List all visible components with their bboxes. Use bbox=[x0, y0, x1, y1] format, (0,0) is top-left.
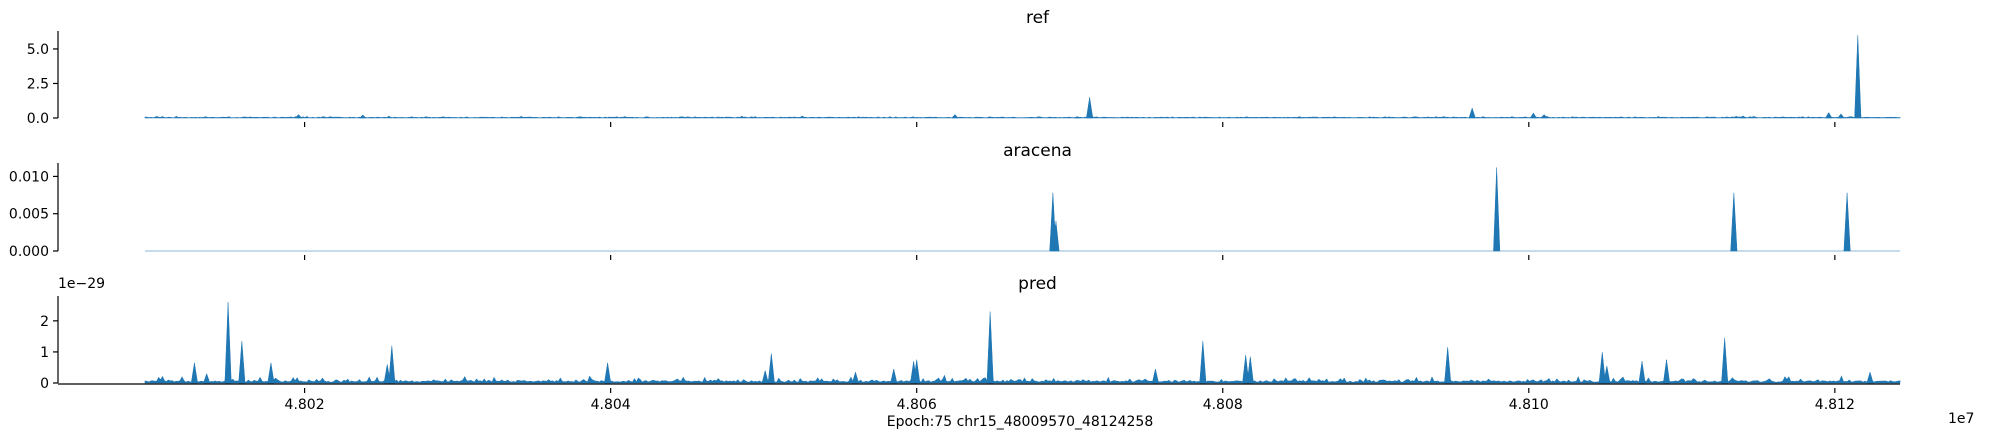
peak-mark bbox=[761, 370, 769, 384]
panel-ref: ref 0.0 2.5 5.0 bbox=[27, 8, 1901, 127]
peak-mark bbox=[1052, 221, 1060, 252]
y-tick-label: 0.010 bbox=[9, 169, 49, 185]
panel-title-pred: pred bbox=[1018, 274, 1057, 294]
y-tick-label: 0.005 bbox=[9, 207, 49, 223]
peak-mark bbox=[1246, 356, 1254, 384]
y-tick-label: 2 bbox=[40, 314, 49, 330]
x-tick-label: 4.806 bbox=[897, 397, 937, 413]
peak-mark bbox=[1843, 192, 1851, 252]
y-tick-label: 0 bbox=[40, 376, 49, 392]
peak-mark bbox=[383, 364, 391, 384]
y-tick-label: 2.5 bbox=[27, 76, 49, 92]
panel-title-aracena: aracena bbox=[1003, 141, 1072, 161]
peak-mark bbox=[767, 353, 775, 384]
peak-mark bbox=[224, 302, 232, 384]
x-tick-label: 4.812 bbox=[1815, 397, 1855, 413]
x-ticks-ref bbox=[304, 122, 1836, 127]
peak-mark bbox=[1086, 97, 1094, 119]
y-ticks-pred: 0 1 2 bbox=[40, 314, 58, 392]
peak-mark bbox=[986, 311, 994, 384]
peak-mark bbox=[1074, 116, 1081, 119]
y-tick-label: 1 bbox=[40, 345, 49, 361]
y-ticks-aracena: 0.000 0.005 0.010 bbox=[9, 169, 58, 260]
panel-aracena: aracena 0.000 0.005 0.010 bbox=[9, 141, 1900, 260]
x-tick-label: 4.802 bbox=[285, 397, 325, 413]
peak-mark bbox=[890, 368, 898, 384]
peak-mark bbox=[1603, 365, 1611, 384]
panel-pred: pred 1e−29 0 1 2 4.802 4.804 4.806 4.808 4.810… bbox=[40, 274, 1901, 413]
peak-mark bbox=[1199, 341, 1207, 384]
peak-mark bbox=[267, 362, 275, 384]
plot-area-aracena bbox=[145, 167, 1900, 252]
peak-mark bbox=[1721, 337, 1729, 384]
peak-mark bbox=[1854, 35, 1862, 119]
x-tick-label: 4.810 bbox=[1509, 397, 1549, 413]
peak-mark bbox=[294, 114, 303, 119]
peak-mark bbox=[1540, 114, 1548, 119]
peak-mark bbox=[358, 114, 367, 119]
y-ticks-ref: 0.0 2.5 5.0 bbox=[27, 42, 58, 127]
x-axis-label: Epoch:75 chr15_48009570_48124258 bbox=[887, 414, 1154, 430]
peak-mark bbox=[1866, 371, 1874, 384]
peak-mark bbox=[576, 116, 584, 119]
peak-mark bbox=[1468, 107, 1476, 119]
peak-mark bbox=[1529, 112, 1538, 119]
peak-mark bbox=[604, 362, 612, 384]
x-ticks-pred: 4.802 4.804 4.806 4.808 4.810 4.812 bbox=[285, 388, 1855, 413]
peak-mark bbox=[238, 341, 246, 384]
x-ticks-aracena bbox=[304, 255, 1836, 260]
peak-mark bbox=[1151, 368, 1159, 384]
peak-mark bbox=[1493, 167, 1501, 252]
plot-area-pred bbox=[144, 302, 1901, 384]
peak-mark bbox=[1738, 115, 1748, 119]
area-series bbox=[144, 71, 1901, 119]
peak-mark bbox=[1730, 192, 1738, 252]
peak-mark bbox=[951, 114, 959, 119]
peak-mark bbox=[1295, 116, 1303, 119]
area-series bbox=[145, 183, 1900, 252]
x-tick-label: 4.804 bbox=[591, 397, 631, 413]
peak-mark bbox=[1663, 359, 1671, 384]
peak-mark bbox=[1837, 113, 1845, 119]
peak-mark bbox=[851, 371, 860, 384]
panel-title-ref: ref bbox=[1026, 8, 1050, 28]
x-tick-label: 4.808 bbox=[1203, 397, 1243, 413]
peak-mark bbox=[1638, 361, 1646, 384]
peak-mark bbox=[1444, 347, 1452, 384]
y-offset-text-pred: 1e−29 bbox=[58, 276, 105, 292]
plot-area-ref bbox=[144, 35, 1901, 119]
peak-mark bbox=[388, 345, 396, 384]
y-tick-label: 5.0 bbox=[27, 42, 49, 58]
peak-mark bbox=[1825, 111, 1833, 119]
y-tick-label: 0.0 bbox=[27, 111, 49, 127]
peak-mark bbox=[203, 372, 211, 384]
x-offset-text: 1e7 bbox=[1948, 411, 1974, 427]
peak-mark bbox=[913, 359, 921, 384]
y-tick-label: 0.000 bbox=[9, 244, 49, 260]
peak-mark bbox=[190, 362, 198, 384]
peak-mark bbox=[1598, 351, 1606, 384]
peak-mark bbox=[1242, 355, 1250, 384]
